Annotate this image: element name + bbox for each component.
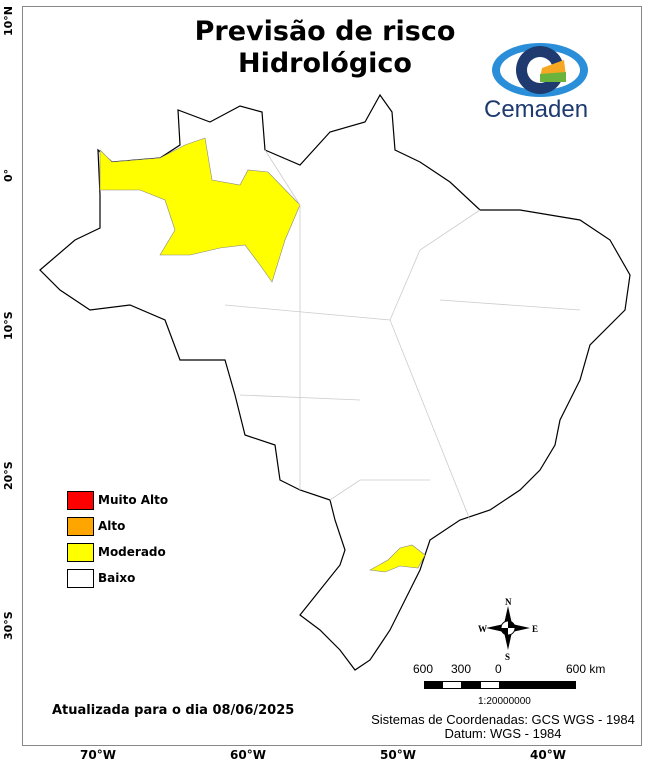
legend-label: Alto <box>98 519 126 533</box>
lat-label: 10°S <box>2 311 15 340</box>
lon-label: 40°W <box>530 748 566 762</box>
legend-label: Muito Alto <box>98 493 169 507</box>
legend: Muito Alto Alto Moderado Baixo <box>67 487 168 591</box>
lon-label: 60°W <box>230 748 266 762</box>
lat-label: 0° <box>2 168 15 182</box>
scale-ratio: 1:20000000 <box>478 696 531 707</box>
legend-label: Baixo <box>98 571 136 585</box>
legend-swatch <box>67 516 94 536</box>
crs-line: Sistemas de Coordenadas: GCS WGS - 1984 <box>371 712 635 727</box>
map-title: Previsão de risco Hidrológico <box>160 16 490 80</box>
compass-w: W <box>478 624 487 634</box>
scale-bar <box>424 681 576 689</box>
compass-rose <box>486 606 530 650</box>
lat-label: 20°S <box>2 461 15 490</box>
legend-item: Baixo <box>67 565 168 591</box>
lat-label: 30°S <box>2 611 15 640</box>
update-date: Atualizada para o dia 08/06/2025 <box>52 703 295 718</box>
legend-swatch <box>67 568 94 588</box>
legend-label: Moderado <box>98 545 166 559</box>
title-line-1: Previsão de risco <box>194 16 456 47</box>
coordinate-system: Sistemas de Coordenadas: GCS WGS - 1984 D… <box>366 713 640 741</box>
moderate-risk-area-south <box>369 544 426 573</box>
legend-item: Moderado <box>67 539 168 565</box>
state-boundaries <box>224 149 581 521</box>
scale-label: 600 km <box>566 662 606 676</box>
logo-text: Cemaden <box>484 96 589 123</box>
moderate-risk-area-amazon <box>99 137 301 283</box>
compass-e: E <box>532 624 539 634</box>
lat-label: 10°N <box>2 5 15 36</box>
legend-item: Alto <box>67 513 168 539</box>
lon-label: 70°W <box>80 748 116 762</box>
legend-swatch <box>67 490 94 510</box>
legend-item: Muito Alto <box>67 487 168 513</box>
lon-label: 50°W <box>380 748 416 762</box>
datum-line: Datum: WGS - 1984 <box>444 726 562 741</box>
compass-s: S <box>505 652 511 662</box>
scale-label: 0 <box>495 662 502 676</box>
map-frame <box>22 6 642 746</box>
legend-swatch <box>67 542 94 562</box>
cemaden-logo <box>492 43 588 97</box>
title-line-2: Hidrológico <box>238 48 412 79</box>
scale-label: 600 <box>413 662 434 676</box>
compass-n: N <box>505 597 512 607</box>
scale-label: 300 <box>451 662 472 676</box>
